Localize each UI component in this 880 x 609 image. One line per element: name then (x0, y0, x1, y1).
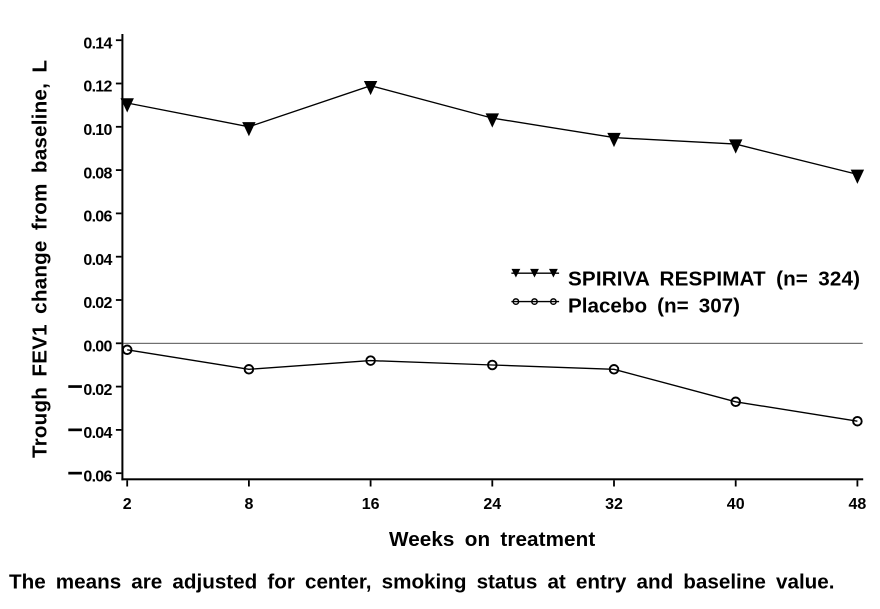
svg-text:0.02: 0.02 (83, 382, 112, 399)
svg-text:Weeks on treatment: Weeks on treatment (389, 528, 595, 551)
svg-text:0.14: 0.14 (83, 35, 112, 52)
svg-text:0.08: 0.08 (83, 165, 112, 182)
svg-text:2: 2 (123, 496, 132, 513)
svg-text:0.04: 0.04 (83, 425, 112, 442)
svg-text:0.00: 0.00 (83, 339, 112, 356)
svg-text:0.02: 0.02 (83, 295, 112, 312)
svg-text:SPIRIVA RESPIMAT (n= 324): SPIRIVA RESPIMAT (n= 324) (568, 268, 860, 291)
svg-text:Trough FEV1 change from baseli: Trough FEV1 change from baseline, L (29, 60, 52, 458)
svg-text:8: 8 (244, 496, 253, 513)
svg-text:0.12: 0.12 (83, 79, 112, 96)
svg-text:0.06: 0.06 (83, 468, 112, 485)
svg-text:32: 32 (605, 496, 623, 513)
svg-text:0.04: 0.04 (83, 252, 112, 269)
svg-text:0.10: 0.10 (83, 122, 112, 139)
svg-text:40: 40 (727, 496, 745, 513)
svg-text:Placebo (n= 307): Placebo (n= 307) (568, 294, 740, 317)
svg-text:48: 48 (849, 496, 867, 513)
svg-text:The means are adjusted for cen: The means are adjusted for center, smoki… (9, 571, 835, 594)
svg-text:0.06: 0.06 (83, 209, 112, 226)
svg-text:16: 16 (362, 496, 380, 513)
svg-text:24: 24 (483, 496, 501, 513)
